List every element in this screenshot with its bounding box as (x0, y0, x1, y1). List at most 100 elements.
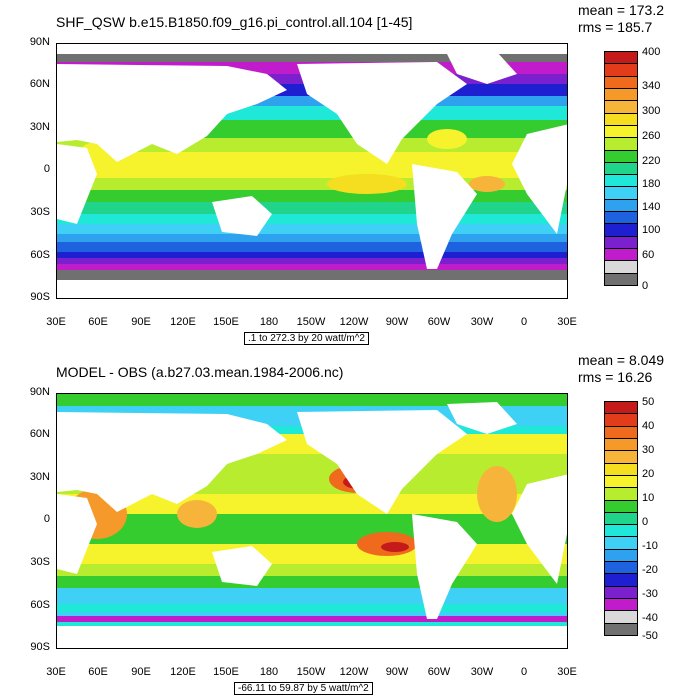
colorbar-swatch (604, 622, 638, 636)
colorbar-swatch (604, 235, 638, 250)
shf-qsw-map (57, 44, 567, 298)
colorbar-swatch (604, 425, 638, 439)
colorbar-swatch (604, 198, 638, 213)
lat-label: 30N (29, 121, 50, 133)
colorbar-swatch (604, 462, 638, 476)
colorbar-swatch (604, 511, 638, 526)
colorbar-label: -50 (642, 630, 658, 642)
colorbar-swatch (604, 223, 638, 237)
colorbar-swatch (604, 248, 638, 262)
colorbar-label: 340 (642, 80, 661, 92)
lon-label: 180 (259, 666, 279, 678)
colorbar-label: 100 (642, 224, 661, 236)
colorbar-swatch (604, 598, 638, 612)
colorbar-swatch (604, 585, 638, 600)
lon-label: 60W (427, 666, 451, 678)
mean-value: mean = 173.2 (578, 2, 665, 18)
colorbar-swatch (604, 260, 638, 274)
lon-label: 60E (88, 666, 108, 678)
lon-label: 30E (46, 666, 66, 678)
colorbar-swatch (604, 487, 638, 501)
colorbar-label: 220 (642, 155, 661, 167)
colorbar-label: -40 (642, 612, 658, 624)
lon-label: 120W (339, 316, 369, 328)
contour-info: .1 to 272.3 by 20 watt/m^2 (244, 332, 369, 345)
panel-model-minus-obs: MODEL - OBS (a.b27.03.mean.1984-2006.nc)… (0, 350, 700, 700)
colorbar-swatch (604, 548, 638, 563)
colorbar-swatch (604, 450, 638, 464)
lat-label: 90S (30, 291, 50, 303)
lon-label: 150W (296, 666, 326, 678)
lat-label: 60N (29, 78, 50, 90)
colorbar-swatch (604, 87, 638, 102)
colorbar-swatch (604, 149, 638, 163)
colorbar-label: 30 (642, 444, 655, 456)
colorbar-swatch (604, 536, 638, 550)
map-plot (56, 43, 568, 299)
colorbar-swatch (604, 524, 638, 538)
colorbar-swatch (604, 124, 638, 139)
lat-label: 30S (30, 556, 50, 568)
lon-label: 150E (213, 316, 239, 328)
colorbar-swatch (604, 174, 638, 188)
panel-title: MODEL - OBS (a.b27.03.mean.1984-2006.nc) (56, 364, 344, 380)
lat-label: 90S (30, 641, 50, 653)
panel-shf-qsw: SHF_QSW b.e15.B1850.f09_g16.pi_control.a… (29, 2, 665, 345)
colorbar-swatch (604, 137, 638, 151)
lon-label: 150E (213, 666, 239, 678)
colorbar-label: 60 (642, 249, 655, 261)
colorbar-swatch (604, 272, 638, 286)
lat-label: 60S (30, 599, 50, 611)
lat-label: 0 (43, 513, 50, 525)
colorbar-label: -10 (642, 540, 658, 552)
colorbar-swatch (604, 112, 638, 126)
colorbar-swatch (604, 573, 638, 587)
lat-label: 90N (29, 36, 50, 48)
colorbar-label: 300 (642, 105, 661, 117)
colorbar-label: 10 (642, 492, 655, 504)
colorbar-swatch (604, 161, 638, 176)
colorbar-swatch (604, 75, 638, 89)
lon-label: 30E (557, 666, 577, 678)
colorbar-swatch (604, 63, 638, 77)
lon-label: 120E (170, 666, 196, 678)
lon-label: 180 (259, 316, 279, 328)
lon-label: 150W (296, 316, 326, 328)
colorbar-swatch (604, 413, 638, 427)
lat-label: 0 (43, 163, 50, 175)
colorbar-swatch (604, 474, 638, 489)
lon-label: 120E (170, 316, 196, 328)
colorbar-swatch (604, 499, 638, 513)
lon-label: 90W (385, 316, 409, 328)
colorbar-label: 20 (642, 468, 655, 480)
contour-info: -66.11 to 59.87 by 5 watt/m^2 (234, 682, 373, 695)
difference-map (57, 394, 567, 648)
colorbar-swatch (604, 51, 638, 65)
lon-label: 30W (470, 666, 494, 678)
colorbar-label: 0 (642, 516, 649, 528)
lat-label: 30N (29, 471, 50, 483)
lon-label: 30W (470, 316, 494, 328)
lon-label: 0 (520, 666, 528, 678)
colorbar-label: 400 (642, 46, 661, 58)
lon-label: 90E (131, 666, 151, 678)
colorbar-label: 180 (642, 178, 661, 190)
lon-label: 90E (131, 316, 151, 328)
colorbar-label: -30 (642, 588, 658, 600)
lon-label: 120W (339, 666, 369, 678)
lon-label: 30E (557, 316, 577, 328)
lat-label: 60N (29, 428, 50, 440)
lon-label: 60E (88, 316, 108, 328)
lat-label: 30S (30, 206, 50, 218)
map-plot (56, 393, 568, 649)
colorbar-label: -20 (642, 564, 658, 576)
panel-title: SHF_QSW b.e15.B1850.f09_g16.pi_control.a… (56, 14, 413, 30)
lon-label: 90W (385, 666, 409, 678)
lat-label: 90N (29, 386, 50, 398)
lon-label: 60W (427, 316, 451, 328)
colorbar-swatch (604, 211, 638, 225)
colorbar-label: 40 (642, 420, 655, 432)
mean-value: mean = 8.049 (578, 352, 665, 368)
colorbar-label: 140 (642, 201, 661, 213)
colorbar-swatch (604, 437, 638, 452)
